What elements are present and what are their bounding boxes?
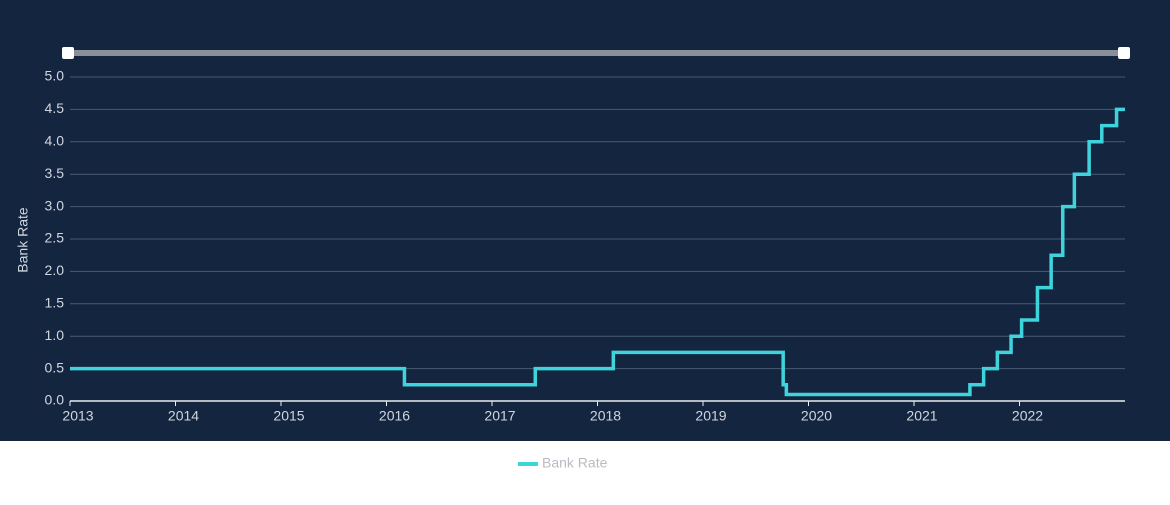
x-tick-label: 2021 [906,408,937,424]
x-tick-label: 2014 [168,408,199,424]
y-tick-label: 1.5 [45,295,65,311]
x-tick-label: 2016 [379,408,410,424]
x-tick-label: 2013 [62,408,93,424]
x-tick-label: 2019 [695,408,726,424]
x-tick-label: 2022 [1012,408,1043,424]
y-tick-label: 1.0 [45,327,65,343]
legend-label: Bank Rate [542,455,608,471]
data-line [70,107,1125,397]
y-tick-label: 3.5 [45,165,65,181]
x-tick-label: 2018 [590,408,621,424]
y-tick-label: 0.5 [45,359,65,375]
range-slider[interactable] [62,47,1130,59]
y-axis-label: Bank Rate [15,207,31,273]
slider-track [66,50,1126,56]
slider-handle[interactable] [1118,47,1130,59]
y-tick-label: 0.0 [45,392,65,408]
x-tick-label: 2020 [801,408,832,424]
y-tick-label: 5.0 [45,68,65,84]
slider-handle[interactable] [62,47,74,59]
y-tick-label: 2.0 [45,262,65,278]
x-tick-label: 2015 [273,408,304,424]
y-tick-label: 4.0 [45,133,65,149]
y-tick-label: 3.0 [45,197,65,213]
chart-background [0,0,1170,441]
y-tick-label: 2.5 [45,230,65,246]
x-tick-label: 2017 [484,408,515,424]
y-tick-label: 4.5 [45,100,65,116]
